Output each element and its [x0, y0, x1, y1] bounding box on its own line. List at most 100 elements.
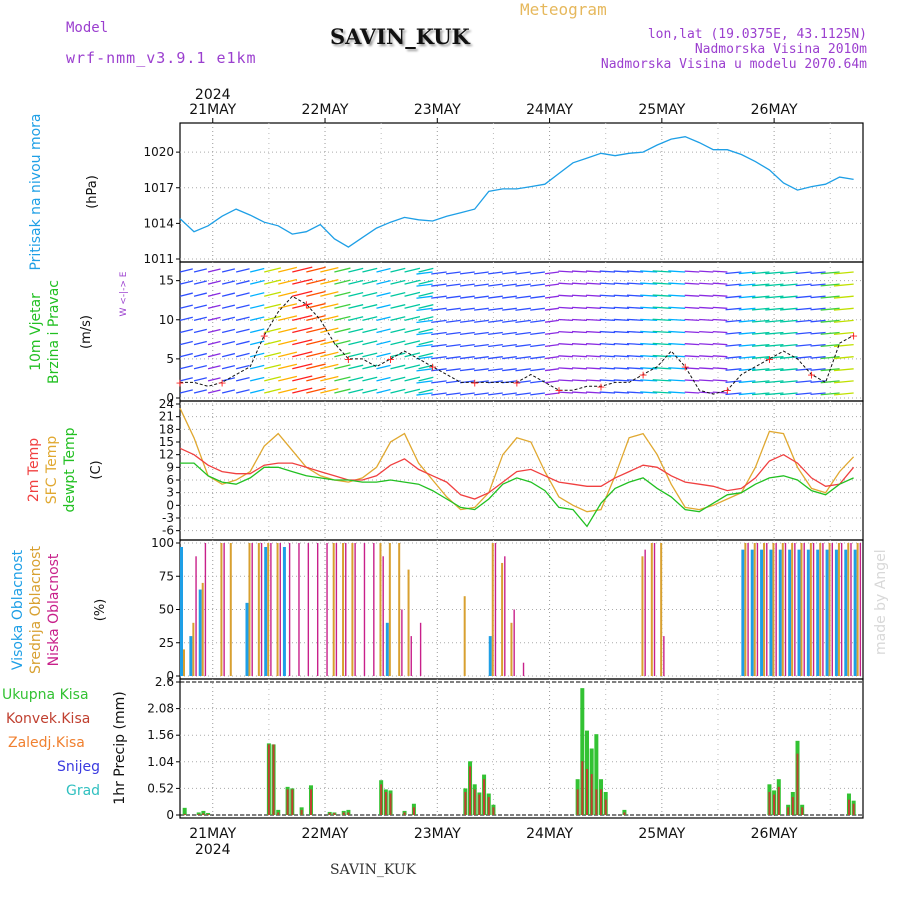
wind-arrow	[207, 389, 221, 394]
wind-arrow	[599, 282, 616, 285]
high-cloud-bar	[750, 549, 754, 676]
mid-cloud-bar	[800, 543, 803, 676]
mid-cloud-bar	[781, 543, 784, 676]
wind-arrow	[833, 283, 854, 287]
legend-convective: Konvek.Kisa	[6, 711, 90, 727]
wind-arrow	[820, 319, 840, 323]
high-cloud-bar	[264, 546, 268, 676]
wind-arrow	[278, 339, 298, 346]
top-day-label: 22MAY	[302, 102, 349, 118]
wind-arrow	[652, 342, 672, 346]
y-tick-label: 0.52	[147, 781, 174, 795]
wind-arrow	[306, 278, 326, 285]
dewpoint-label: dewpt Temp	[62, 427, 78, 512]
wind-arrow	[652, 354, 672, 358]
low-cloud-bar	[354, 543, 356, 676]
mid-cloud-bar	[351, 543, 354, 676]
convective-precip-bar	[286, 789, 289, 815]
wind-arrow	[445, 356, 461, 360]
wind-arrow	[571, 282, 588, 285]
wind-arrow	[179, 316, 193, 322]
wind-arrow	[502, 307, 517, 311]
high-cloud-bar	[741, 549, 745, 676]
wind-arrow	[179, 268, 193, 273]
wind-arrow	[418, 316, 434, 322]
mid-cloud-bar	[809, 543, 812, 676]
convective-precip-bar	[768, 791, 771, 815]
wind-arrow	[795, 319, 812, 323]
wind-arrow	[502, 319, 517, 323]
wind-arrow	[235, 376, 250, 382]
y-tick-label: 15	[159, 274, 174, 288]
convective-precip-bar	[384, 791, 387, 815]
wind-arrow	[348, 376, 364, 382]
wind-arrow	[684, 330, 700, 334]
wind-arrow	[320, 339, 339, 346]
mid-cloud-bar	[276, 543, 279, 676]
convective-precip-bar	[852, 803, 855, 815]
wind-arrow	[810, 331, 826, 335]
wind-arrow	[795, 307, 812, 311]
wind-arrow	[348, 291, 364, 297]
high-cloud-bar	[180, 546, 183, 676]
wind-arrow	[668, 330, 686, 334]
wind-gust-marker: +	[217, 376, 226, 389]
wind-arrow	[820, 392, 840, 396]
low-cloud-bar	[494, 543, 497, 676]
wind-arrow	[780, 343, 798, 347]
wind-arrow	[306, 290, 326, 297]
mid-cloud-bar	[837, 543, 840, 676]
wind-arrow	[459, 356, 475, 360]
wind-arrow	[264, 388, 282, 394]
wind-arrow	[193, 268, 207, 273]
wind-arrow	[193, 352, 207, 358]
wind-arrow	[221, 389, 236, 394]
wind-arrow	[558, 294, 573, 297]
wind-arrow	[725, 295, 742, 299]
wind-arrow	[515, 368, 531, 372]
wind-arrow	[571, 318, 588, 322]
wind-arrow	[810, 368, 826, 371]
wind-arrow	[640, 282, 658, 285]
wind-arrow	[751, 392, 770, 396]
wind-arrow	[306, 266, 326, 273]
mid-cloud-bar	[744, 543, 747, 676]
bottom-day-label: 22MAY	[302, 826, 349, 842]
wind-arrow	[586, 379, 602, 382]
wind-arrow	[795, 356, 812, 359]
wind-arrow	[416, 380, 433, 384]
wind-arrow	[515, 307, 531, 311]
sfc-temp-line	[179, 407, 855, 513]
wind-arrow	[530, 271, 545, 275]
wind-arrow	[416, 343, 433, 348]
wind-arrow	[515, 319, 531, 324]
wind-arrow	[599, 367, 616, 370]
wind-arrow	[221, 352, 236, 358]
wind-arrow	[613, 367, 630, 370]
wind-arrow	[207, 316, 221, 322]
wind-arrow	[250, 328, 265, 334]
high-cloud-bar	[385, 622, 389, 676]
wind-arrow	[431, 307, 447, 311]
high-cloud-bar	[760, 549, 764, 676]
wind-arrow	[235, 292, 250, 297]
wind-arrow	[179, 377, 193, 382]
total-precip-bar	[594, 734, 599, 815]
wind-arrow	[780, 380, 798, 384]
wind-ylabel-line1: 10m Vjetar	[28, 293, 44, 371]
wind-arrow	[207, 268, 221, 273]
convective-precip-bar	[483, 779, 486, 815]
mid-cloud-bar	[192, 622, 195, 676]
wind-arrow	[795, 380, 812, 384]
wind-arrow	[320, 327, 339, 334]
wind-arrow	[712, 355, 728, 358]
wind-arrow	[320, 363, 339, 370]
wind-arrow	[780, 295, 798, 299]
wind-arrow	[810, 295, 826, 299]
temp2m-label: 2m Temp	[26, 438, 42, 502]
wind-arrow	[738, 307, 756, 311]
wind-arrow	[292, 266, 313, 273]
wind-arrow	[544, 271, 560, 275]
wind-arrow	[684, 391, 700, 394]
y-tick-label: 0	[166, 669, 174, 683]
